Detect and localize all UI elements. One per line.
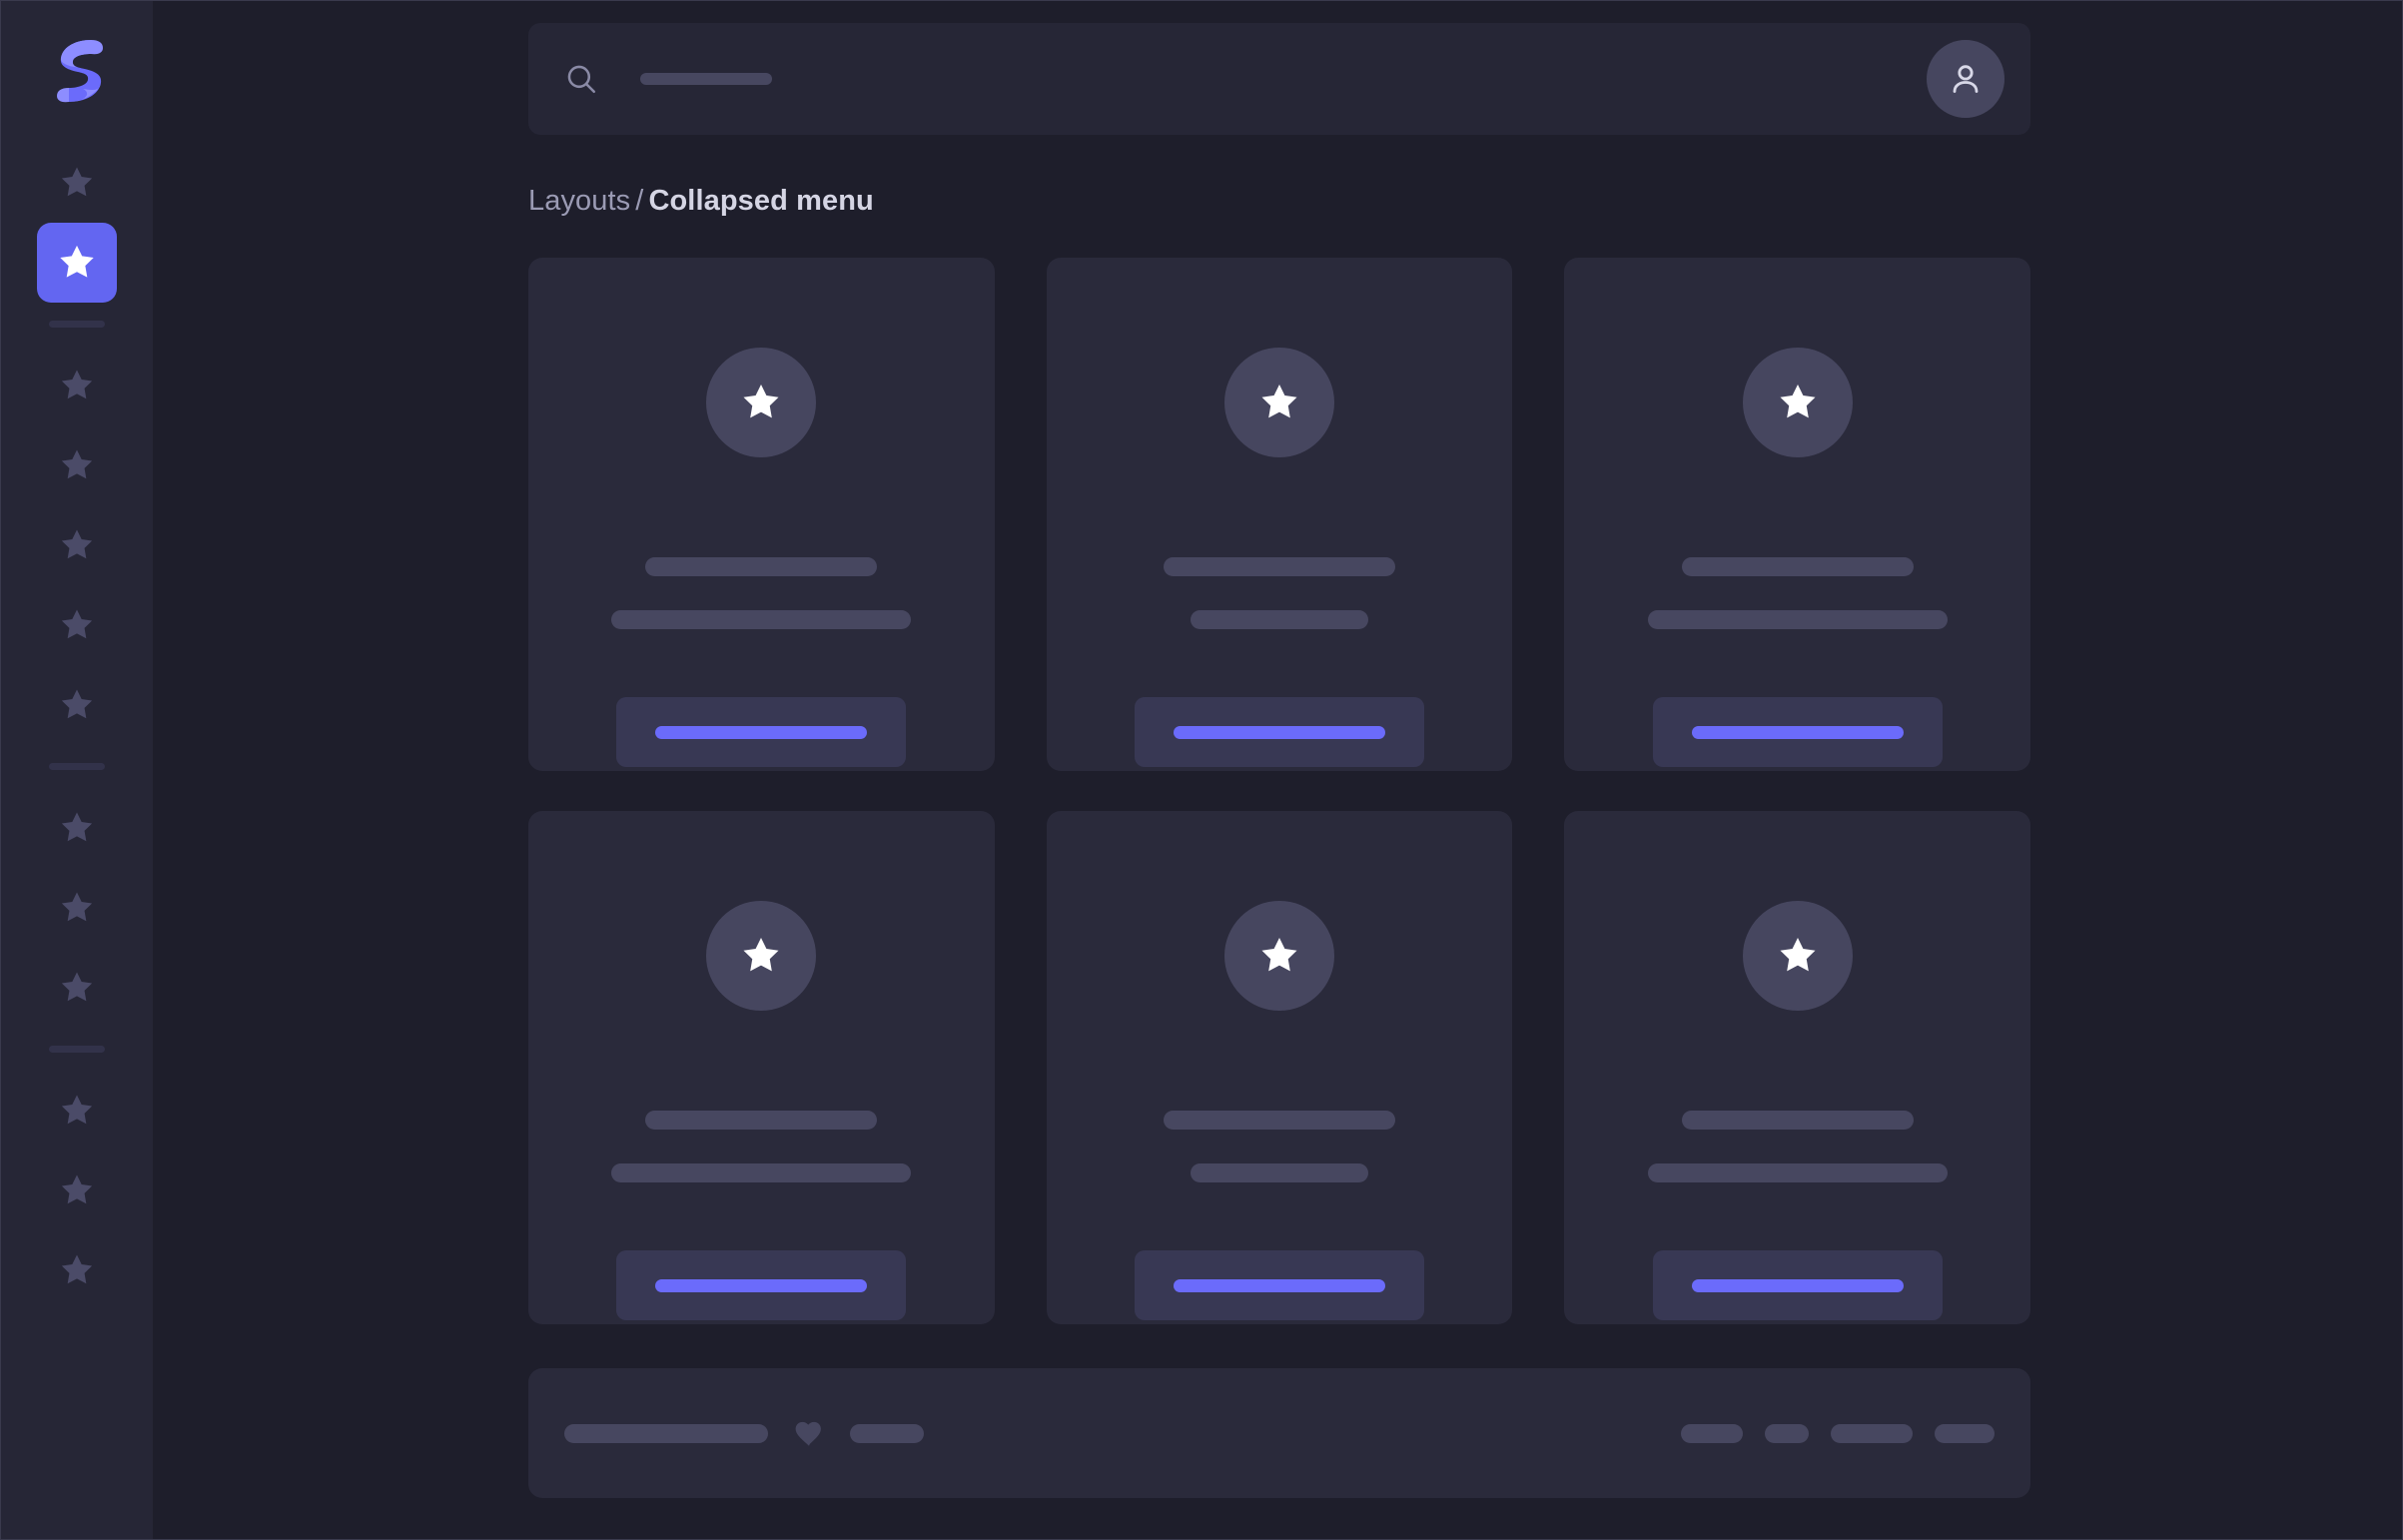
card-action-button[interactable] [1134,697,1424,767]
card-avatar [1223,348,1334,457]
star-icon [61,529,93,559]
star-icon [1261,385,1297,418]
content-card[interactable] [528,811,995,1324]
star-icon [1261,938,1297,972]
card-action-button[interactable] [616,697,907,767]
star-icon [61,892,93,922]
sidebar-item-8[interactable] [37,788,117,868]
sidebar-item-5[interactable] [37,505,117,585]
card-grid [528,258,2030,1324]
star-icon [61,1095,93,1125]
card-title-skeleton [1163,557,1395,576]
card-avatar [706,901,817,1011]
sidebar-divider-3 [49,1046,105,1053]
content-card[interactable] [1046,811,1513,1324]
sidebar-item-6[interactable] [37,585,117,665]
footer-text-skeleton [850,1423,924,1443]
sidebar-item-11[interactable] [37,1071,117,1151]
star-icon [60,245,94,278]
search-input[interactable] [564,62,1927,96]
star-icon [1780,938,1816,972]
sidebar-divider-2 [49,763,105,770]
breadcrumb: Layouts / Collapsed menu [528,187,2030,216]
star-icon [61,370,93,399]
star-icon [743,938,779,972]
card-avatar [1742,348,1853,457]
footer-right-group [1681,1423,1995,1443]
card-button-label-skeleton [655,725,868,739]
app-logo[interactable] [45,35,109,107]
card-action-button[interactable] [1652,697,1943,767]
content-card[interactable] [1046,258,1513,771]
footer-link-skeleton[interactable] [1681,1423,1743,1443]
card-button-label-skeleton [1691,725,1904,739]
content-card[interactable] [1564,811,2030,1324]
user-icon [1953,65,1979,93]
card-button-label-skeleton [655,1278,868,1292]
breadcrumb-separator: / [635,185,644,217]
card-avatar [1223,901,1334,1011]
card-subtitle-skeleton [611,610,912,629]
sidebar [1,1,153,1539]
sidebar-item-12[interactable] [37,1151,117,1230]
sidebar-item-13[interactable] [37,1230,117,1310]
header-bar [528,23,2030,135]
sidebar-item-3[interactable] [37,346,117,425]
breadcrumb-parent[interactable]: Layouts [528,185,631,217]
card-title-skeleton [1681,557,1914,576]
heart-icon [795,1421,821,1446]
card-button-label-skeleton [1173,725,1385,739]
card-action-button[interactable] [1652,1250,1943,1320]
sidebar-item-7[interactable] [37,665,117,745]
sidebar-item-2-active[interactable] [37,223,117,303]
footer-bar [528,1368,2030,1498]
sidebar-item-10[interactable] [37,948,117,1028]
star-icon [61,812,93,842]
card-title-skeleton [645,557,878,576]
card-action-button[interactable] [1134,1250,1424,1320]
star-icon [61,689,93,719]
star-icon [1780,385,1816,418]
search-icon [567,65,596,94]
star-icon [61,1174,93,1204]
card-action-button[interactable] [616,1250,907,1320]
content-card[interactable] [528,258,995,771]
footer-link-skeleton[interactable] [1831,1423,1913,1443]
card-button-label-skeleton [1691,1278,1904,1292]
card-subtitle-skeleton [1647,1163,1948,1182]
star-icon [61,449,93,479]
sidebar-item-1[interactable] [37,143,117,223]
breadcrumb-current: Collapsed menu [648,185,874,217]
sidebar-item-4[interactable] [37,425,117,505]
star-icon [61,609,93,639]
footer-link-skeleton[interactable] [1935,1423,1995,1443]
sidebar-item-9[interactable] [37,868,117,948]
star-icon [61,167,93,197]
account-avatar-button[interactable] [1927,40,2004,118]
card-title-skeleton [1681,1111,1914,1130]
footer-text-skeleton [564,1423,768,1443]
star-icon [61,972,93,1002]
card-subtitle-skeleton [1647,610,1948,629]
footer-left-group [564,1419,924,1447]
sidebar-divider-1 [49,321,105,328]
card-title-skeleton [645,1111,878,1130]
star-icon [743,385,779,418]
content-card[interactable] [1564,258,2030,771]
card-subtitle-skeleton [1190,610,1368,629]
star-icon [61,1254,93,1284]
card-title-skeleton [1163,1111,1395,1130]
main-content: Layouts / Collapsed menu [153,1,2402,1539]
card-avatar [1742,901,1853,1011]
search-placeholder-bar [640,73,772,85]
swirl-s-logo-icon [57,40,103,103]
footer-link-skeleton[interactable] [1765,1423,1809,1443]
card-subtitle-skeleton [1190,1163,1368,1182]
card-subtitle-skeleton [611,1163,912,1182]
card-button-label-skeleton [1173,1278,1385,1292]
card-avatar [706,348,817,457]
